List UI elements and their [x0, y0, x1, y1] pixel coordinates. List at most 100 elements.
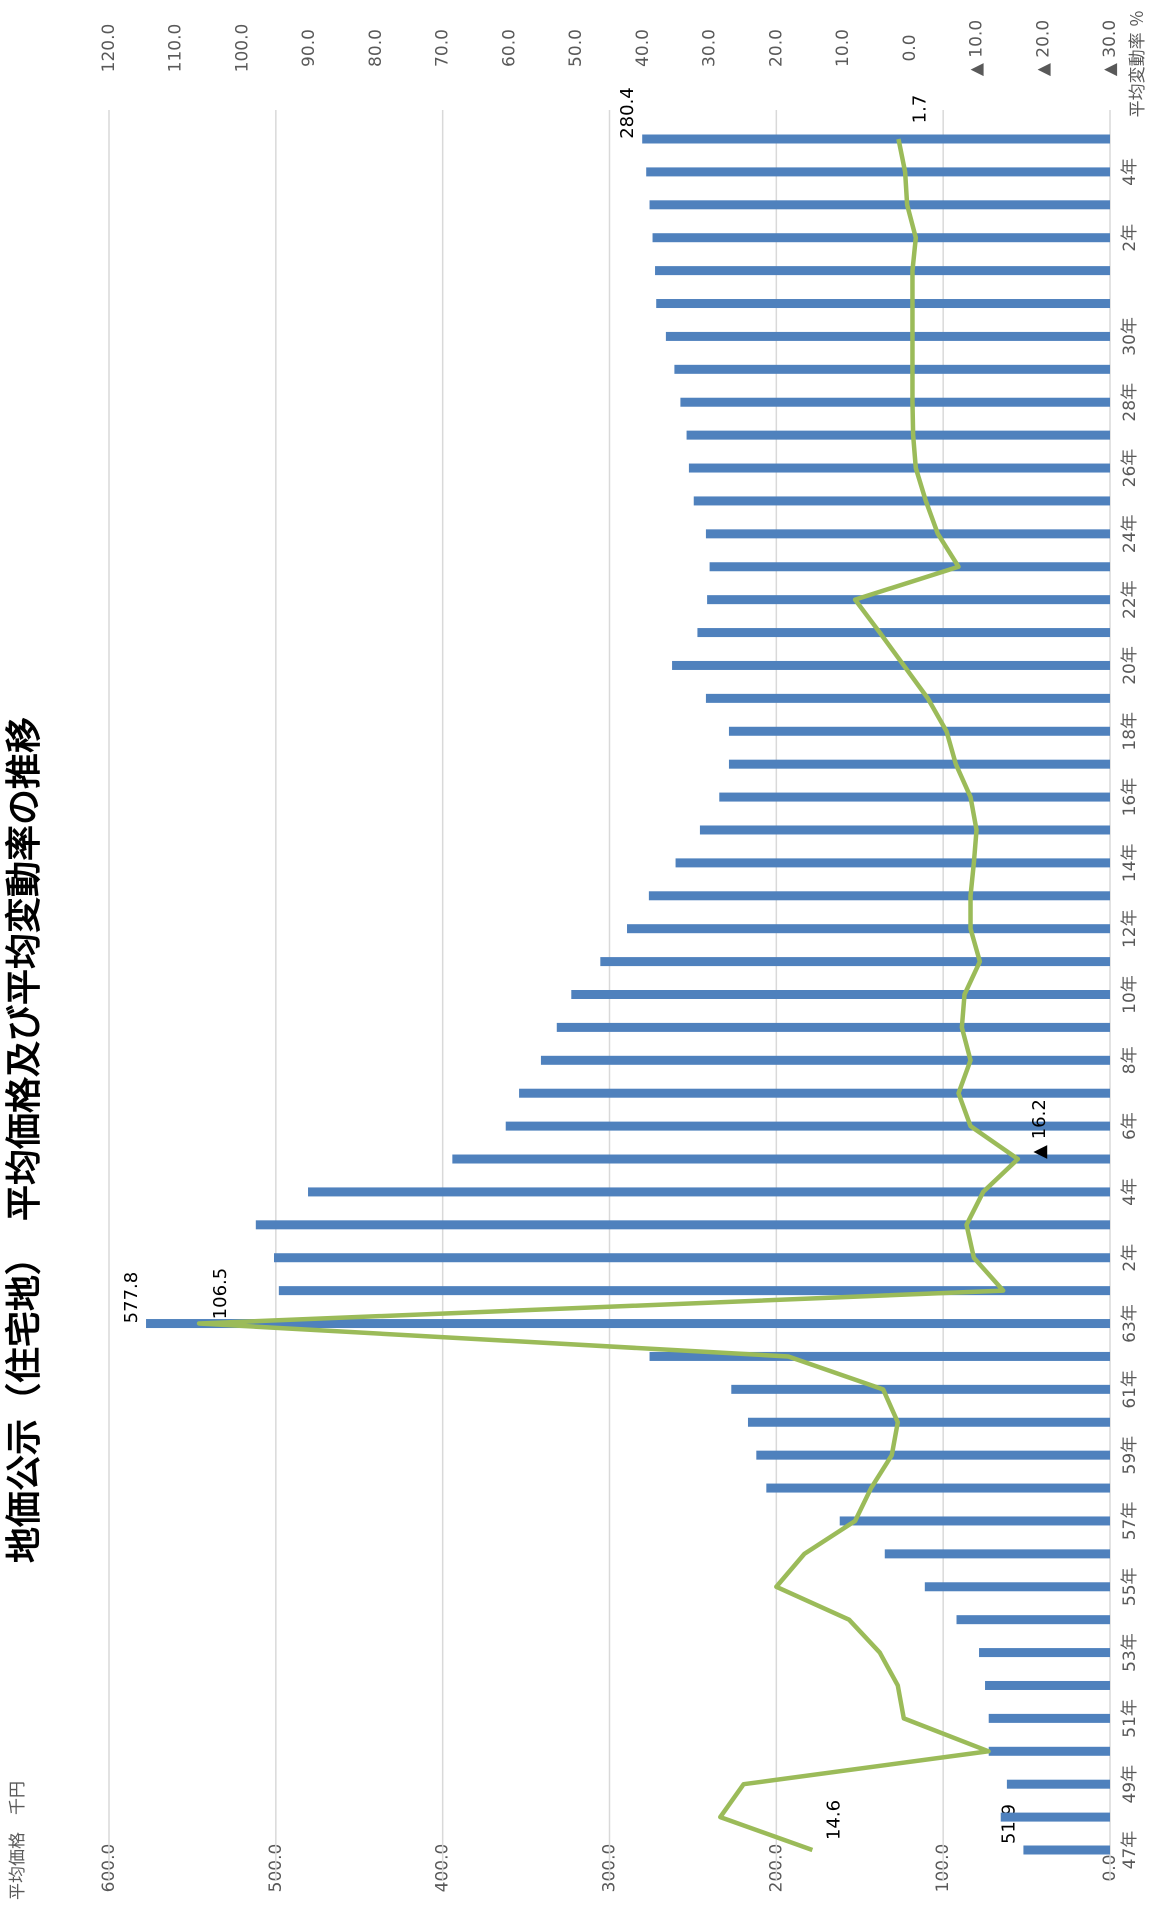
- y2-tick-label: 60.0: [499, 29, 519, 67]
- bar: [600, 957, 1110, 967]
- bar: [924, 1582, 1110, 1592]
- bar: [556, 1022, 1110, 1032]
- bar: [731, 1384, 1110, 1394]
- bar: [519, 1088, 1110, 1098]
- bar: [652, 233, 1111, 243]
- bar: [146, 1319, 1111, 1329]
- bar: [756, 1450, 1111, 1460]
- y2-tick-label: ▲ 30.0: [1100, 20, 1120, 76]
- bar: [656, 299, 1110, 309]
- y2-tick-label: 80.0: [366, 29, 386, 67]
- x-tick-label: 22年: [1120, 580, 1140, 619]
- bar: [693, 496, 1111, 506]
- bar: [646, 167, 1110, 177]
- x-tick-label: 47年: [1120, 1831, 1140, 1870]
- x-tick-label: 2年: [1120, 1244, 1140, 1272]
- y2-tick-label: 90.0: [299, 29, 319, 67]
- bar: [273, 1253, 1110, 1263]
- x-tick-label: 12年: [1120, 909, 1140, 948]
- bar: [709, 562, 1110, 572]
- x-tick-label: 20年: [1120, 646, 1140, 685]
- data-label: 51.9: [998, 1804, 1019, 1844]
- bar: [705, 529, 1111, 539]
- y2-tick-label: 0.0: [900, 34, 920, 61]
- y2-tick-label: ▲ 20.0: [1033, 20, 1053, 76]
- bar: [571, 990, 1110, 999]
- y2-tick-label: 10.0: [833, 29, 853, 67]
- x-tick-label: 53年: [1120, 1633, 1140, 1672]
- bar: [680, 397, 1110, 407]
- x-tick-label: 4年: [1120, 1178, 1140, 1206]
- bar: [672, 660, 1110, 670]
- y2-axis-title: 平均変動率 ％: [1128, 10, 1148, 117]
- bar: [956, 1615, 1110, 1625]
- x-tick-label: 55年: [1120, 1567, 1140, 1606]
- x-tick-label: 51年: [1120, 1699, 1140, 1738]
- x-tick-label: 61年: [1120, 1370, 1140, 1409]
- bar: [697, 628, 1110, 638]
- y2-tick-label: 50.0: [566, 29, 586, 67]
- x-tick-label: 6年: [1120, 1112, 1140, 1140]
- x-tick-label: 4年: [1120, 158, 1140, 186]
- data-label: 14.6: [823, 1800, 844, 1840]
- data-label: 577.8: [121, 1272, 142, 1324]
- x-tick-label: 18年: [1120, 712, 1140, 751]
- bar: [540, 1055, 1110, 1065]
- y2-tick-label: ▲ 10.0: [967, 20, 987, 76]
- bar: [728, 759, 1110, 769]
- bar: [988, 1713, 1110, 1723]
- bar: [699, 825, 1110, 835]
- bar: [627, 924, 1111, 934]
- bar: [675, 858, 1110, 868]
- data-label: 1.7: [909, 95, 930, 124]
- bar: [1006, 1779, 1110, 1789]
- x-tick-label: 8年: [1120, 1046, 1140, 1074]
- x-tick-label: 57年: [1120, 1502, 1140, 1541]
- x-tick-label: 2年: [1120, 224, 1140, 252]
- x-tick-label: 26年: [1120, 449, 1140, 488]
- bar: [655, 266, 1110, 276]
- bar: [839, 1516, 1110, 1526]
- bar: [665, 331, 1110, 341]
- bar: [649, 200, 1110, 210]
- bar: [988, 1746, 1110, 1756]
- bar: [648, 891, 1110, 901]
- line: [196, 138, 1021, 1853]
- bar: [728, 726, 1110, 736]
- x-tick-label: 24年: [1120, 515, 1140, 554]
- bar: [884, 1549, 1111, 1559]
- x-tick-label: 10年: [1120, 975, 1140, 1014]
- y2-tick-label: 40.0: [633, 29, 653, 67]
- bar: [255, 1220, 1110, 1230]
- bar: [505, 1121, 1110, 1131]
- bar: [674, 364, 1111, 374]
- bar: [642, 134, 1110, 144]
- y2-tick-label: 110.0: [166, 24, 186, 73]
- x-tick-label: 59年: [1120, 1436, 1140, 1475]
- bar: [979, 1648, 1110, 1658]
- x-tick-label: 16年: [1120, 778, 1140, 817]
- bar: [1000, 1812, 1111, 1822]
- bar: [686, 430, 1111, 440]
- data-label: 106.5: [210, 1268, 231, 1320]
- x-tick-label: 14年: [1120, 844, 1140, 883]
- x-tick-label: 63年: [1120, 1304, 1140, 1343]
- bar: [688, 463, 1110, 473]
- y2-tick-label: 20.0: [766, 29, 786, 67]
- bar: [719, 792, 1110, 802]
- x-tick-label: 28年: [1120, 383, 1140, 422]
- y-axis-title: 平均価格 千円: [8, 1781, 28, 1900]
- x-tick-label: 30年: [1120, 317, 1140, 356]
- rotated-chart: 地価公示（住宅地） 平均価格及び平均変動率の推移 平均価格 千円 平均変動率 ％…: [3, 10, 1148, 1900]
- bar: [452, 1154, 1110, 1164]
- y2-tick-label: 30.0: [700, 29, 720, 67]
- y2-tick-label: 120.0: [99, 24, 119, 73]
- y2-tick-label: 100.0: [232, 24, 252, 73]
- bar: [308, 1187, 1110, 1197]
- y2-tick-label: 70.0: [433, 29, 453, 67]
- bar: [747, 1417, 1110, 1427]
- x-tick-label: 49年: [1120, 1765, 1140, 1804]
- data-label: ▲ 16.2: [1029, 1099, 1050, 1159]
- bar: [705, 693, 1111, 703]
